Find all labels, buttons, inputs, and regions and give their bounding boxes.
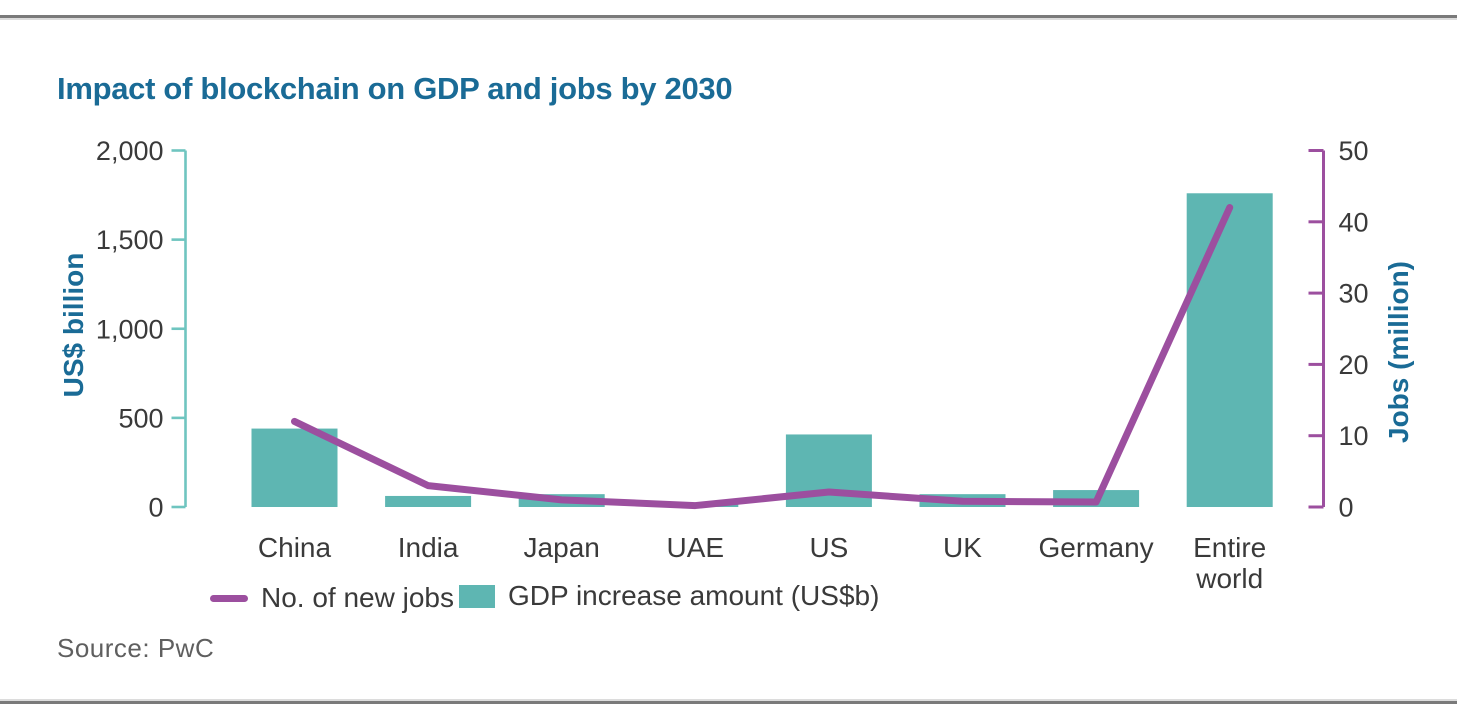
right-axis-tick-label: 0 (1339, 493, 1354, 523)
legend-label-gdp: GDP increase amount (US$b) (508, 580, 880, 611)
category-label-india: India (398, 532, 459, 563)
right-axis-tick-label: 50 (1339, 136, 1369, 166)
left-axis-tick-label: 500 (118, 403, 163, 433)
right-axis-tick-label: 30 (1339, 279, 1369, 309)
category-label-us: US (809, 532, 848, 563)
left-axis-tick-label: 1,000 (96, 314, 164, 344)
top-divider (0, 15, 1457, 20)
source-note: Source: PwC (57, 633, 215, 663)
right-axis-tick-label: 10 (1339, 421, 1369, 451)
bar-india (385, 495, 472, 507)
right-axis-tick-label: 20 (1339, 350, 1369, 380)
legend-item-jobs: No. of new jobs (210, 582, 454, 614)
jobs-line (291, 204, 1234, 510)
left-axis-tick-label: 2,000 (96, 136, 164, 166)
bar-china (251, 428, 338, 507)
category-label-china: China (258, 532, 332, 563)
legend-label-jobs: No. of new jobs (261, 582, 454, 613)
category-label-germany: Germany (1039, 532, 1154, 563)
category-label-japan: Japan (524, 532, 600, 563)
left-axis-tick-label: 0 (148, 493, 163, 523)
legend-item-gdp: GDP increase amount (US$b) (459, 580, 879, 612)
bar-entire-world (1186, 193, 1273, 507)
left-axis-title: US$ billion (58, 252, 89, 398)
jobs-line-swatch-icon (210, 594, 248, 602)
category-label-uk: UK (943, 532, 982, 563)
bottom-divider (0, 699, 1457, 704)
category-label-uae: UAE (667, 532, 725, 563)
category-label-entire-world: Entire world (1193, 532, 1266, 594)
chart-title: Impact of blockchain on GDP and jobs by … (57, 70, 733, 106)
left-axis-tick-label: 1,500 (96, 225, 164, 255)
right-axis-tick-label: 40 (1339, 207, 1369, 237)
gdp-bar-swatch-icon (459, 584, 495, 608)
right-axis-title: Jobs (million) (1383, 261, 1414, 443)
